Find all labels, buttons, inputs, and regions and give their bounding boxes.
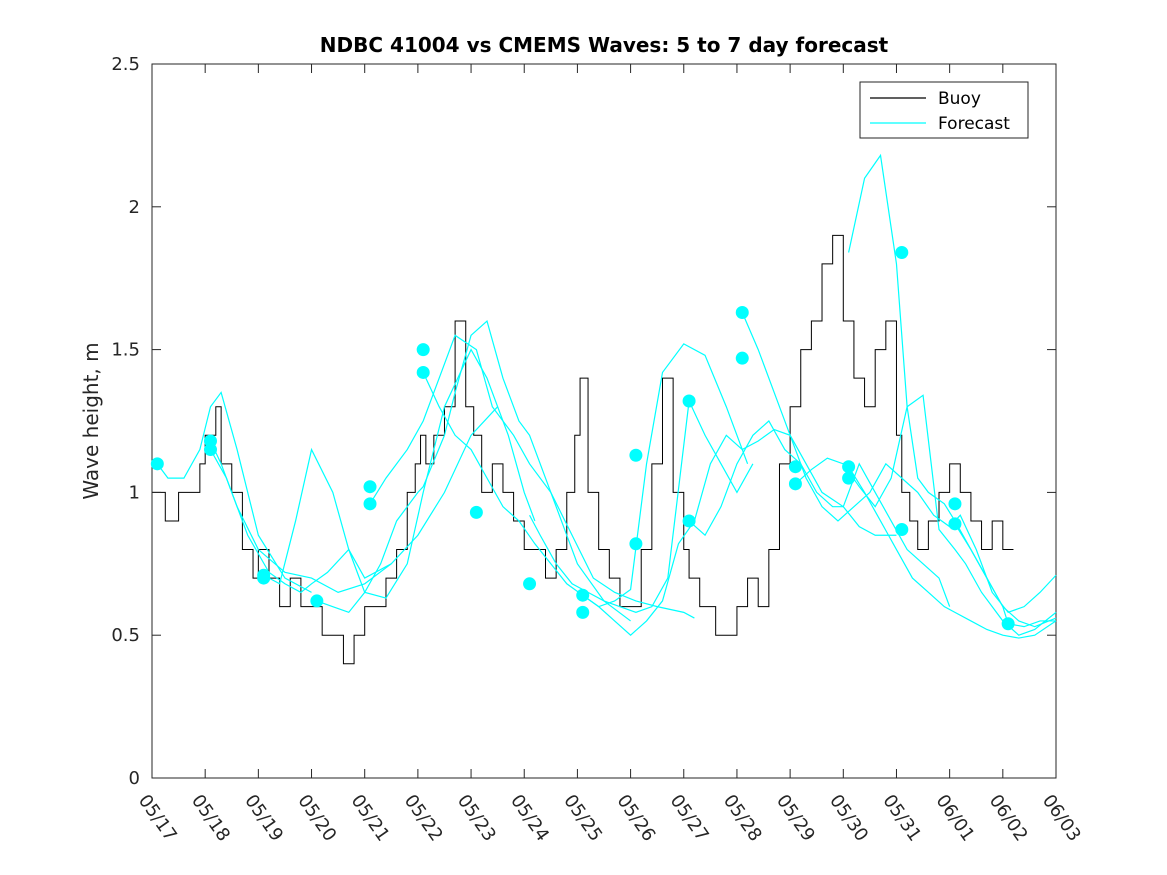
forecast-marker [1001, 617, 1015, 631]
forecast-marker [788, 460, 802, 474]
y-axis-label: Wave height, m [79, 342, 103, 499]
x-tick-label: 06/02 [985, 791, 1032, 846]
forecast-series-line-7 [422, 343, 749, 608]
x-tick-label: 05/17 [134, 791, 181, 846]
forecast-marker [523, 577, 537, 591]
forecast-marker [576, 605, 590, 619]
forecast-marker [895, 245, 909, 259]
x-tick-label: 05/19 [240, 791, 287, 846]
x-tick-label: 05/30 [825, 791, 872, 846]
forecast-marker [948, 517, 962, 531]
x-tick-label: 06/01 [932, 791, 979, 846]
x-tick-label: 05/23 [453, 791, 500, 846]
forecast-marker [203, 443, 217, 457]
y-tick-label: 0 [129, 768, 140, 789]
forecast-marker [310, 594, 324, 608]
forecast-marker [416, 365, 430, 379]
x-tick-label: 05/25 [559, 791, 606, 846]
x-tick-label: 05/27 [666, 791, 713, 846]
x-tick-label: 05/21 [347, 791, 394, 846]
forecast-series-line-9 [582, 428, 897, 637]
legend-label: Forecast [938, 114, 1010, 134]
y-tick-label: 2 [129, 197, 140, 218]
forecast-marker [788, 477, 802, 491]
forecast-series-line-5 [316, 319, 631, 622]
plot-frame [151, 63, 1057, 779]
forecast-series-line-4 [263, 348, 536, 599]
forecast-marker [682, 514, 696, 528]
forecast-marker [629, 537, 643, 551]
x-tick-label: 05/22 [400, 791, 447, 846]
forecast-marker [257, 571, 271, 585]
y-tick-label: 2.5 [111, 54, 140, 75]
forecast-marker [576, 588, 590, 602]
forecast-marker [735, 305, 749, 319]
forecast-marker [629, 448, 643, 462]
y-tick-label: 0.5 [111, 625, 140, 646]
forecast-marker [895, 523, 909, 537]
legend-label: Buoy [938, 89, 981, 109]
legend: Buoy Forecast [859, 81, 1029, 139]
x-tick-label: 05/20 [293, 791, 340, 846]
x-tick-label: 05/18 [187, 791, 234, 846]
forecast-series-line-13 [848, 153, 1057, 628]
plot-area [150, 63, 1057, 779]
forecast-series-line-1 [156, 391, 312, 593]
forecast-marker [682, 394, 696, 408]
chart-title: NDBC 41004 vs CMEMS Waves: 5 to 7 day fo… [320, 33, 889, 57]
forecast-marker [948, 497, 962, 511]
legend-box [859, 81, 1029, 139]
forecast-marker [842, 460, 856, 474]
forecast-marker [363, 497, 377, 511]
forecast-series-line-15 [954, 523, 1056, 628]
buoy-series-line [152, 234, 1014, 665]
x-tick-label: 05/29 [772, 791, 819, 846]
x-tick-label: 05/24 [506, 791, 553, 846]
x-tick-label: 05/31 [878, 791, 925, 846]
forecast-marker [735, 351, 749, 365]
forecast-series-line-6 [369, 334, 695, 619]
forecast-series-line-10 [688, 420, 951, 607]
forecast-marker [469, 505, 483, 519]
forecast-marker [416, 343, 430, 357]
forecast-marker [363, 480, 377, 494]
forecast-series-line-3 [209, 406, 499, 594]
x-tick-label: 05/26 [612, 791, 659, 846]
forecast-series-line-14 [848, 466, 1057, 639]
forecast-marker [842, 471, 856, 485]
y-tick-label: 1 [129, 482, 140, 503]
x-tick-label: 06/03 [1038, 791, 1085, 846]
forecast-marker [150, 457, 164, 471]
y-tick-label: 1.5 [111, 340, 140, 361]
x-tick-label: 05/28 [719, 791, 766, 846]
